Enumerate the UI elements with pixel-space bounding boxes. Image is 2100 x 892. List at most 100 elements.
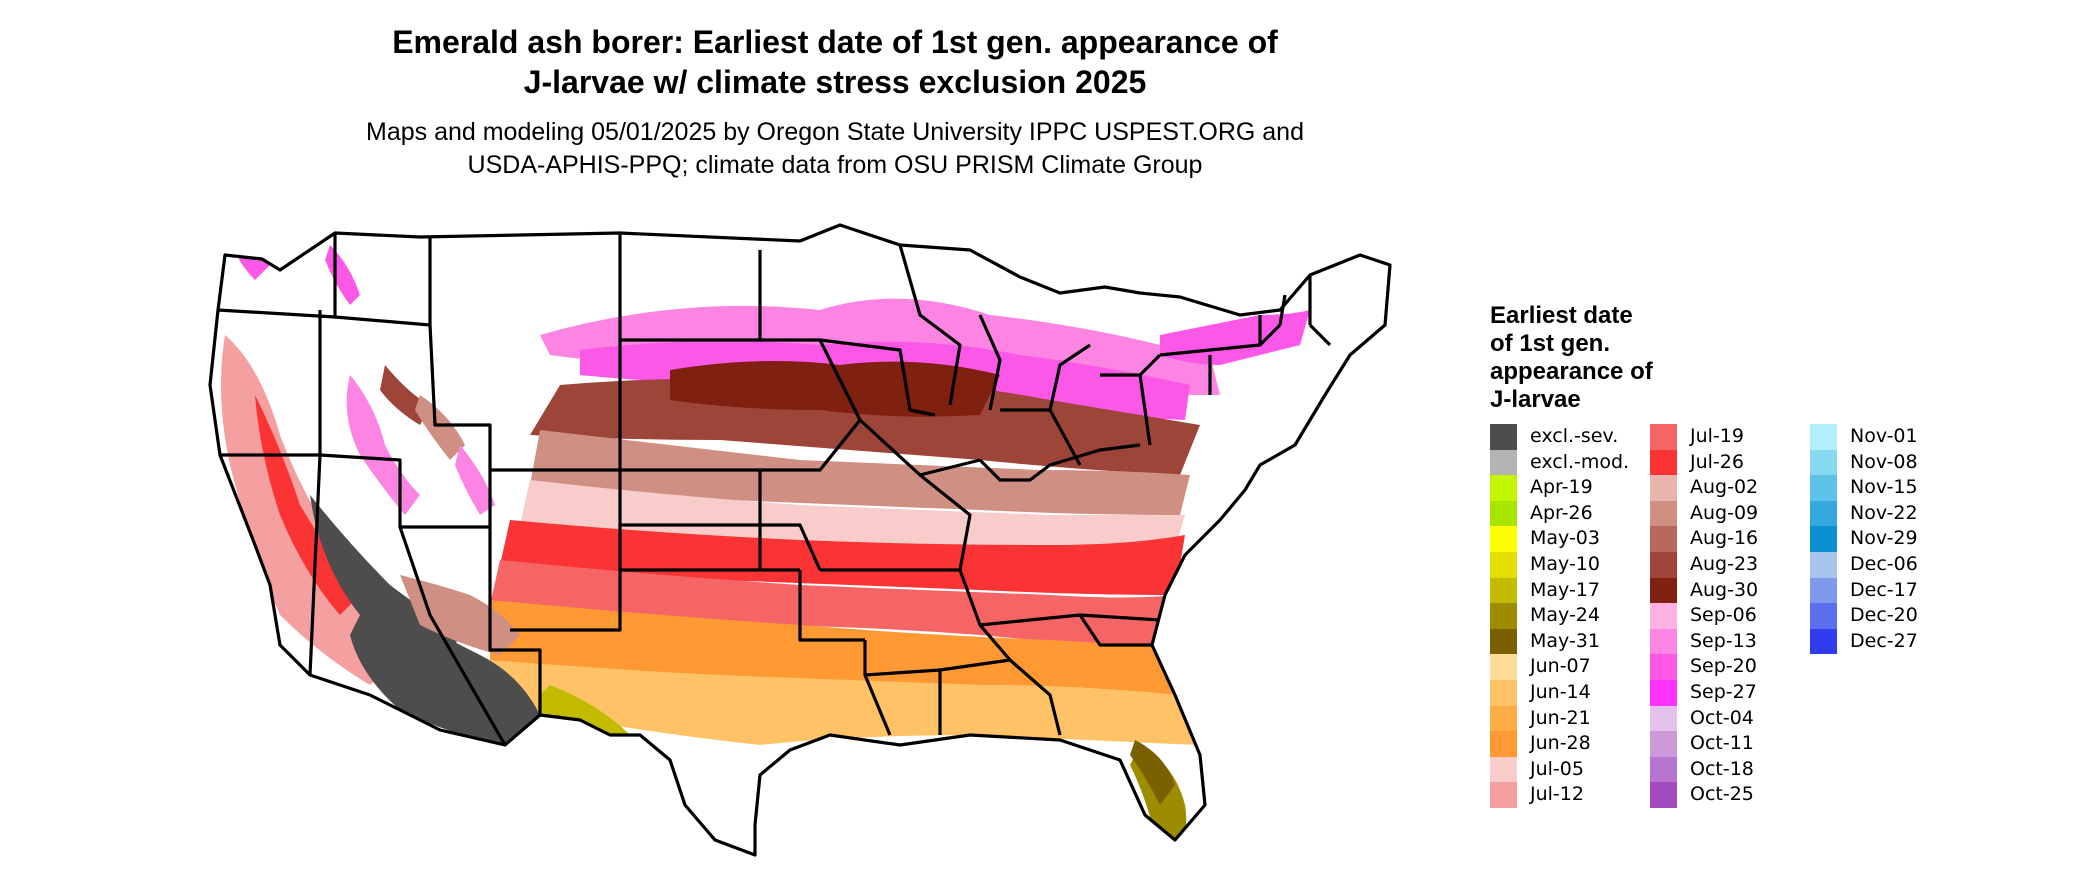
legend-swatch (1490, 526, 1517, 552)
legend-swatch (1810, 551, 1837, 578)
legend-label: Sep-13 (1690, 629, 1757, 652)
title-block: Emerald ash borer: Earliest date of 1st … (240, 22, 1430, 182)
legend-item: Sep-13 (1650, 628, 1810, 655)
legend-swatch (1650, 500, 1677, 527)
legend-item: Jul-19 (1650, 424, 1810, 450)
legend-title: Earliest date of 1st gen. appearance of … (1490, 302, 1720, 414)
legend-item: Jun-28 (1490, 731, 1650, 757)
legend-label: Jul-19 (1690, 425, 1744, 447)
legend-item: Aug-16 (1650, 526, 1810, 552)
legend-item: May-10 (1490, 551, 1650, 578)
legend-item: May-17 (1490, 577, 1650, 604)
legend-label: Oct-25 (1690, 783, 1754, 806)
legend-item: Jul-12 (1490, 782, 1650, 808)
legend-column: Nov-01 Nov-08 Nov-15 Nov-22 Nov-29 Dec-06 Dec-… (1810, 424, 1970, 808)
legend-item: Sep-06 (1650, 603, 1810, 629)
legend-label: Nov-01 (1850, 425, 1918, 447)
legend-item: May-31 (1490, 628, 1650, 655)
legend-swatch (1650, 628, 1677, 655)
legend-label: Nov-22 (1850, 501, 1918, 524)
legend-item: Oct-11 (1650, 731, 1810, 757)
legend-swatch (1650, 577, 1677, 604)
legend-swatch (1490, 603, 1517, 629)
legend-swatch (1490, 475, 1517, 501)
legend-item: Aug-30 (1650, 577, 1810, 604)
us-map (200, 215, 1410, 885)
legend-item: Jun-14 (1490, 679, 1650, 706)
legend-item: May-03 (1490, 526, 1650, 552)
legend-item: Jun-21 (1490, 705, 1650, 732)
legend-swatch (1810, 475, 1837, 501)
legend-item: Oct-04 (1650, 705, 1810, 732)
legend-swatch (1490, 705, 1517, 732)
legend-title-line: Earliest date (1490, 302, 1633, 329)
legend-label: May-24 (1530, 604, 1600, 627)
legend-swatch (1490, 628, 1517, 655)
legend-item: Apr-26 (1490, 500, 1650, 527)
legend-item: Apr-19 (1490, 475, 1650, 501)
legend-item: Nov-15 (1810, 475, 1970, 501)
legend-label: Apr-26 (1530, 501, 1593, 524)
legend-label: Oct-04 (1690, 706, 1754, 729)
legend-swatch (1650, 756, 1677, 783)
legend-swatch (1490, 756, 1517, 783)
legend-label: Nov-15 (1850, 476, 1918, 499)
legend-label: Jul-12 (1530, 783, 1584, 806)
legend-label: Apr-19 (1530, 476, 1593, 499)
legend-swatch (1650, 603, 1677, 629)
legend-swatch (1490, 679, 1517, 706)
legend-swatch (1810, 500, 1837, 527)
legend-swatch (1490, 424, 1517, 450)
legend-label: May-31 (1530, 629, 1600, 652)
legend-columns: excl.-sev. excl.-mod. Apr-19 Apr-26 May-03 Ma… (1490, 424, 2050, 808)
legend-label: Sep-06 (1690, 604, 1757, 627)
legend-label: Jul-26 (1690, 450, 1744, 473)
legend-swatch (1650, 679, 1677, 706)
legend-swatch (1810, 526, 1837, 552)
legend-column: Jul-19 Jul-26 Aug-02 Aug-09 Aug-16 Aug-23 Aug-… (1650, 424, 1810, 808)
legend-label: Dec-17 (1850, 578, 1918, 601)
legend-column: excl.-sev. excl.-mod. Apr-19 Apr-26 May-03 Ma… (1490, 424, 1650, 808)
legend: Earliest date of 1st gen. appearance of … (1490, 302, 2050, 808)
legend-item: Dec-20 (1810, 603, 1970, 629)
legend-label: excl.-mod. (1530, 450, 1630, 473)
legend-item: Jun-07 (1490, 654, 1650, 680)
legend-label: Nov-29 (1850, 527, 1918, 550)
legend-title-line: J-larvae (1490, 386, 1581, 413)
legend-label: Dec-27 (1850, 629, 1918, 652)
legend-item: Jul-05 (1490, 756, 1650, 783)
legend-item: Sep-20 (1650, 654, 1810, 680)
legend-swatch (1650, 424, 1677, 450)
legend-swatch (1810, 577, 1837, 604)
legend-swatch (1810, 628, 1837, 655)
legend-label: excl.-sev. (1530, 425, 1619, 447)
legend-label: Jul-05 (1530, 757, 1584, 780)
subtitle-line-1: Maps and modeling 05/01/2025 by Oregon S… (366, 118, 1304, 146)
legend-label: Nov-08 (1850, 450, 1918, 473)
title-line-1: Emerald ash borer: Earliest date of 1st … (392, 24, 1278, 60)
subtitle-line-2: USDA-APHIS-PPQ; climate data from OSU PR… (467, 151, 1203, 179)
legend-swatch (1490, 731, 1517, 757)
legend-label: May-17 (1530, 578, 1600, 601)
legend-label: May-10 (1530, 552, 1600, 575)
legend-label: Jun-14 (1530, 680, 1591, 703)
legend-item: excl.-mod. (1490, 449, 1650, 476)
legend-item: Jul-26 (1650, 449, 1810, 476)
legend-swatch (1490, 654, 1517, 680)
legend-label: Oct-11 (1690, 732, 1754, 755)
legend-item: Oct-25 (1650, 782, 1810, 808)
legend-item: Aug-23 (1650, 551, 1810, 578)
legend-item: Dec-27 (1810, 628, 1970, 655)
legend-label: Dec-20 (1850, 604, 1918, 627)
legend-item: Nov-01 (1810, 424, 1970, 450)
title-line-2: J-larvae w/ climate stress exclusion 202… (523, 64, 1147, 100)
legend-item: Oct-18 (1650, 756, 1810, 783)
legend-label: Aug-30 (1690, 578, 1759, 601)
legend-label: Jun-28 (1530, 732, 1591, 755)
us-outline (208, 223, 1392, 857)
legend-swatch (1810, 424, 1837, 450)
legend-swatch (1650, 526, 1677, 552)
us-map-svg (208, 223, 1392, 857)
legend-item: Aug-09 (1650, 500, 1810, 527)
legend-item: Nov-29 (1810, 526, 1970, 552)
